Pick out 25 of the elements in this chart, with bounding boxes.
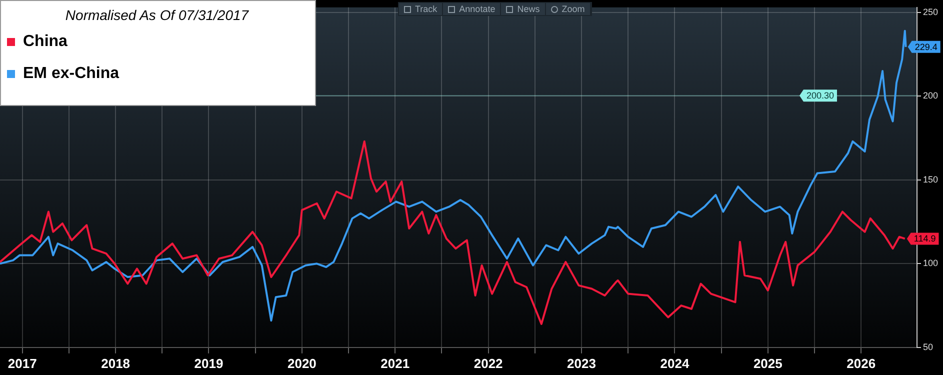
annotation: 114.9 [914, 234, 936, 244]
legend-label: China [22, 33, 68, 51]
x-tick-label: 2021 [380, 356, 410, 371]
x-tick-label: 2018 [101, 356, 130, 371]
x-tick-label: 2026 [846, 356, 876, 371]
annotation: 229.4 [914, 42, 938, 52]
x-tick-label: 2025 [753, 356, 782, 371]
annotation: Zoom [546, 3, 591, 15]
y-tick-label: 100 [923, 258, 938, 268]
x-tick-label: 2017 [8, 356, 37, 371]
x-tick-label: 2024 [660, 356, 690, 371]
ref-line-label: 200.30 [806, 90, 834, 101]
x-tick-label: 2022 [474, 356, 503, 371]
legend-label: EM ex-China [22, 65, 120, 83]
y-tick-label: 150 [923, 174, 938, 184]
x-tick-label: 2019 [194, 356, 224, 371]
legend-title: Normalised As Of 07/31/2017 [64, 7, 250, 23]
annotation: Track [399, 3, 444, 15]
annotation: News [501, 3, 546, 15]
y-tick-label: 50 [923, 342, 934, 352]
x-tick-label: 2020 [287, 356, 316, 371]
y-tick-label: 200 [923, 90, 938, 101]
y-tick-label: 250 [923, 6, 938, 17]
x-tick-label: 2023 [567, 356, 596, 371]
annotation: Annotate [443, 3, 502, 15]
